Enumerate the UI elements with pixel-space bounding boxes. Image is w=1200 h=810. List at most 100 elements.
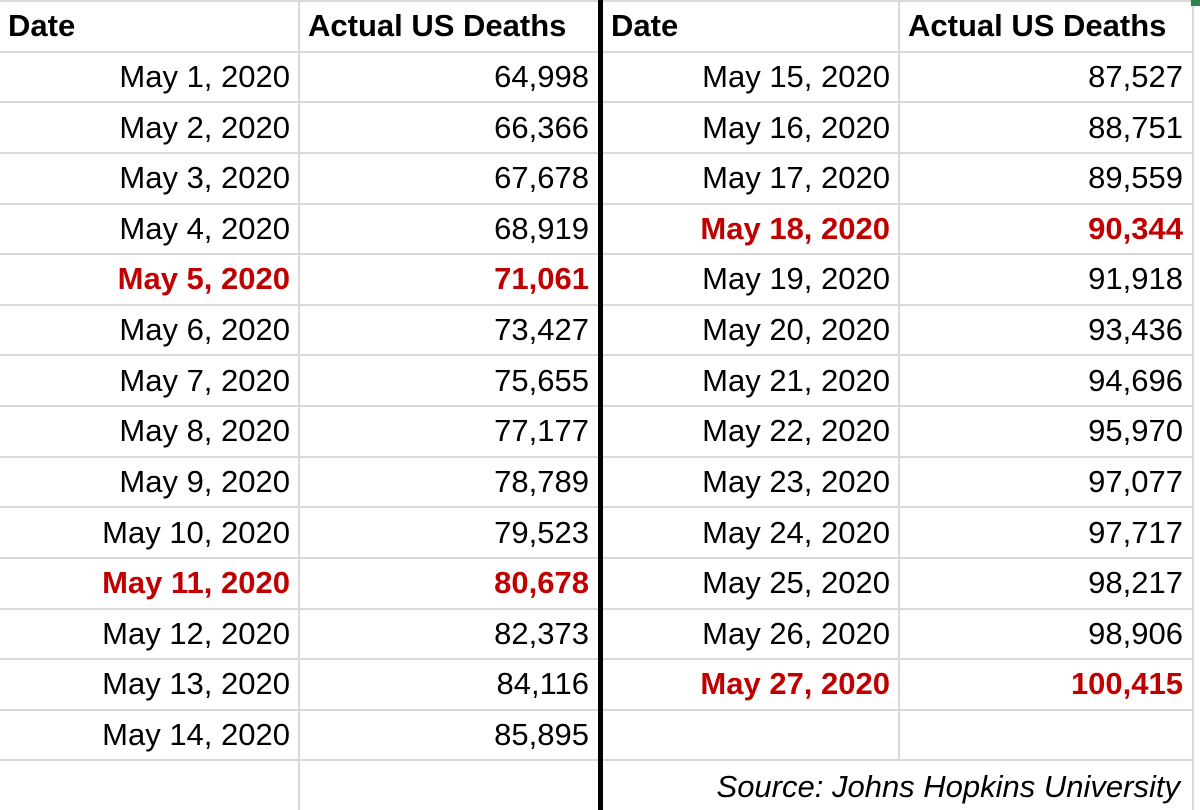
date-cell [603,710,900,760]
deaths-table-left: Date Actual US Deaths May 1, 2020 64,998 M… [0,0,598,810]
date-cell: May 11, 2020 [0,558,300,608]
table-row: May 7, 2020 75,655 [0,356,598,407]
table-row: May 22, 2020 95,970 [603,407,1192,458]
empty-row [603,710,1192,762]
deaths-cell: 94,696 [1088,362,1183,398]
deaths-cell: 98,906 [1088,615,1183,651]
table-row: May 25, 2020 98,217 [603,558,1192,610]
table-row: May 6, 2020 73,427 [0,305,598,357]
date-cell: May 7, 2020 [0,356,300,405]
empty-row [0,761,598,810]
table-row: May 2, 2020 66,366 [0,103,598,154]
deaths-cell [300,761,598,810]
date-cell: May 21, 2020 [603,356,900,405]
date-cell: May 13, 2020 [0,660,300,709]
table-row: May 4, 2020 68,919 [0,204,598,256]
date-cell: May 6, 2020 [0,305,300,355]
date-cell: May 8, 2020 [0,407,300,456]
deaths-cell: 95,970 [1088,413,1183,449]
table-row: May 16, 2020 88,751 [603,103,1192,154]
table-row: May 12, 2020 82,373 [0,609,598,661]
table-row: May 27, 2020 100,415 [603,660,1192,711]
date-cell: May 5, 2020 [0,255,300,304]
deaths-cell: 91,918 [1088,261,1183,297]
date-cell: May 19, 2020 [603,255,900,304]
date-cell: May 3, 2020 [0,153,300,203]
table-row: May 14, 2020 85,895 [0,710,598,762]
table-row: May 23, 2020 97,077 [603,457,1192,509]
date-cell: May 14, 2020 [0,710,300,760]
table-row: May 17, 2020 89,559 [603,153,1192,205]
date-cell: May 2, 2020 [0,103,300,152]
corner-selection-artifact [1191,0,1200,6]
table-row: May 24, 2020 97,717 [603,508,1192,559]
deaths-cell: 73,427 [494,312,589,348]
table-row: May 26, 2020 98,906 [603,609,1192,661]
deaths-cell: 79,523 [494,514,589,550]
table-row: May 19, 2020 91,918 [603,255,1192,306]
deaths-cell: 68,919 [494,210,589,246]
source-text: Source: Johns Hopkins University [716,768,1180,804]
table-row: May 10, 2020 79,523 [0,508,598,559]
date-cell: May 22, 2020 [603,407,900,456]
deaths-cell: 67,678 [494,160,589,196]
deaths-cell [900,711,1192,760]
date-cell: May 17, 2020 [603,153,900,203]
date-cell: May 16, 2020 [603,103,900,152]
table-row: May 13, 2020 84,116 [0,660,598,711]
date-cell: May 9, 2020 [0,457,300,507]
table-row: May 9, 2020 78,789 [0,457,598,509]
table-row: May 21, 2020 94,696 [603,356,1192,407]
date-cell: May 27, 2020 [603,660,900,709]
date-cell: May 23, 2020 [603,457,900,507]
column-header-date: Date [603,2,900,51]
table-row: May 8, 2020 77,177 [0,407,598,458]
deaths-cell: 77,177 [494,413,589,449]
table-row: May 20, 2020 93,436 [603,305,1192,357]
deaths-cell: 97,077 [1088,463,1183,499]
date-cell: May 20, 2020 [603,305,900,355]
header-row: Date Actual US Deaths [0,2,598,53]
deaths-cell: 97,717 [1088,514,1183,550]
date-cell: May 1, 2020 [0,52,300,102]
column-header-deaths: Actual US Deaths [908,8,1167,44]
deaths-cell: 78,789 [494,463,589,499]
table-row: May 11, 2020 80,678 [0,558,598,610]
table-row: May 5, 2020 71,061 [0,255,598,306]
deaths-cell: 66,366 [494,109,589,145]
date-cell: May 15, 2020 [603,52,900,102]
table-divider [598,0,603,810]
date-cell: May 12, 2020 [0,609,300,659]
date-cell: May 4, 2020 [0,204,300,254]
table-row: May 1, 2020 64,998 [0,52,598,104]
deaths-cell: 87,527 [1088,58,1183,94]
deaths-cell: 88,751 [1088,109,1183,145]
date-cell: May 24, 2020 [603,508,900,557]
table-row: May 18, 2020 90,344 [603,204,1192,256]
date-cell: May 10, 2020 [0,508,300,557]
deaths-cell: 98,217 [1088,565,1183,601]
deaths-cell: 89,559 [1088,160,1183,196]
date-cell [0,761,300,810]
deaths-cell: 85,895 [494,717,589,753]
deaths-cell: 71,061 [494,261,589,297]
deaths-table-right: Date Actual US Deaths May 15, 2020 87,527… [603,0,1194,810]
table-row: May 3, 2020 67,678 [0,153,598,205]
date-cell: May 26, 2020 [603,609,900,659]
header-row: Date Actual US Deaths [603,2,1192,53]
date-cell: May 18, 2020 [603,204,900,254]
deaths-cell: 82,373 [494,615,589,651]
column-header-date: Date [0,2,300,51]
table-row: May 15, 2020 87,527 [603,52,1192,104]
deaths-cell: 80,678 [494,565,589,601]
source-row: Source: Johns Hopkins University [603,761,1192,810]
deaths-cell: 90,344 [1088,210,1183,246]
date-cell: May 25, 2020 [603,558,900,608]
deaths-cell: 100,415 [1070,666,1183,702]
deaths-cell: 84,116 [496,666,589,702]
column-header-deaths: Actual US Deaths [308,8,567,44]
deaths-cell: 75,655 [494,362,589,398]
deaths-cell: 64,998 [494,58,589,94]
deaths-cell: 93,436 [1088,312,1183,348]
